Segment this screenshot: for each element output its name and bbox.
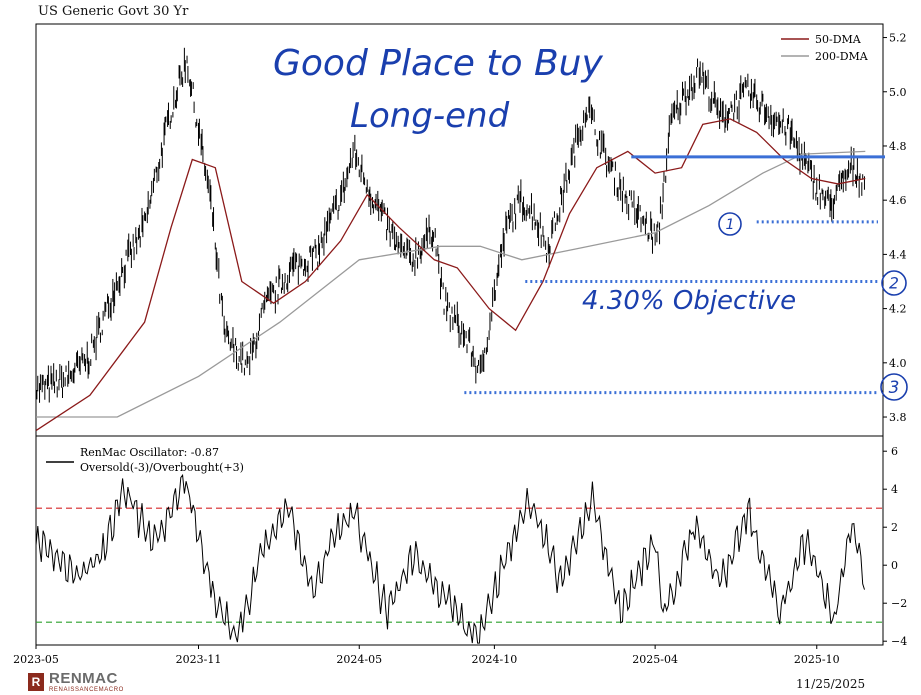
marker-1-label: 1 xyxy=(725,217,734,233)
osc-y-tick-label: 6 xyxy=(891,445,898,458)
osc-y-tick-label: 0 xyxy=(891,559,898,572)
brand-name: RENMAC xyxy=(49,670,118,687)
price-bars xyxy=(35,47,865,414)
dma50-line xyxy=(35,118,866,432)
brand-sub: RENAISSANCEMACRO xyxy=(49,687,124,693)
price-y-tick-label: 4.8 xyxy=(889,140,907,153)
legend-osc-label-1: RenMac Oscillator: -0.87 xyxy=(80,446,219,459)
legend-dma50-label: 50-DMA xyxy=(815,33,862,46)
osc-y-tick-label: 4 xyxy=(891,483,898,496)
price-y-tick-label: 5.0 xyxy=(889,86,907,99)
price-y-tick-label: 4.0 xyxy=(889,357,907,370)
report-date: 11/25/2025 xyxy=(796,677,866,691)
chart-title: US Generic Govt 30 Yr xyxy=(38,4,189,19)
renmac-logo: R RENMAC RENAISSANCEMACRO xyxy=(28,670,124,693)
annotation-objective-label: 4.30% Objective xyxy=(582,286,796,316)
x-tick-label: 2023-11 xyxy=(176,653,222,666)
x-tick-label: 2024-05 xyxy=(336,653,382,666)
marker-1-circle xyxy=(718,212,742,236)
renmac-logo-mark: R xyxy=(28,672,44,691)
x-tick-label: 2023-05 xyxy=(13,653,59,666)
price-panel-frame xyxy=(35,23,884,437)
marker-3-circle xyxy=(880,373,908,401)
legend-osc-label-2: Oversold(-3)/Overbought(+3) xyxy=(80,461,244,474)
osc-y-tick-label: 2 xyxy=(891,521,898,534)
price-y-tick-label: 3.8 xyxy=(889,411,907,424)
x-tick-label: 2025-10 xyxy=(794,653,840,666)
x-tick-label: 2024-10 xyxy=(472,653,518,666)
legend-dma200-label: 200-DMA xyxy=(815,50,869,63)
dma200-line xyxy=(36,150,866,418)
osc-y-tick-label: −4 xyxy=(891,635,907,648)
marker-3-label: 3 xyxy=(889,377,900,397)
annotation-headline-2: Long-end xyxy=(350,96,510,136)
marker-2-label: 2 xyxy=(889,274,899,292)
marker-2-circle xyxy=(881,270,907,296)
price-y-tick-label: 5.2 xyxy=(889,32,907,45)
annotation-headline-1: Good Place to Buy xyxy=(273,43,603,84)
price-y-tick-label: 4.4 xyxy=(889,248,907,261)
osc-y-tick-label: −2 xyxy=(891,597,907,610)
price-y-tick-label: 4.2 xyxy=(889,303,907,316)
oscillator-line xyxy=(35,473,865,644)
price-y-tick-label: 4.6 xyxy=(889,194,907,207)
x-tick-label: 2025-04 xyxy=(632,653,678,666)
